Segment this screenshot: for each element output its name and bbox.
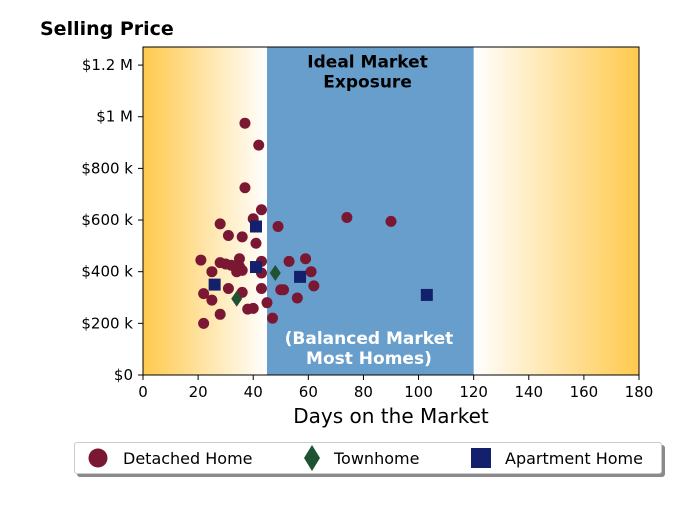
point-circle-12 <box>195 254 207 266</box>
point-circle-40 <box>198 317 210 329</box>
square-marker-icon <box>471 448 491 468</box>
y-tick-label-6: $1.2 M <box>82 56 133 74</box>
point-circle-24 <box>300 253 312 265</box>
y-tick-label-1: $200 k <box>81 314 133 332</box>
x-tick-label-6: 120 <box>459 383 488 401</box>
point-circle-11 <box>385 215 397 227</box>
annotation-0-line-1: Exposure <box>323 73 412 93</box>
point-circle-27 <box>206 294 218 306</box>
point-circle-8 <box>222 230 234 242</box>
x-tick-label-2: 40 <box>244 383 263 401</box>
x-axis-label: Days on the Market <box>293 404 489 428</box>
legend-item-apartment: Apartment Home <box>471 443 643 473</box>
point-square-2 <box>208 278 221 291</box>
point-circle-20 <box>206 266 218 278</box>
x-tick-label-0: 0 <box>138 383 148 401</box>
y-tick-label-3: $600 k <box>81 211 133 229</box>
circle-marker-icon <box>88 448 108 468</box>
point-circle-34 <box>308 280 320 292</box>
point-circle-39 <box>267 312 279 324</box>
legend-item-detached: Detached Home <box>87 443 253 473</box>
point-circle-25 <box>305 266 317 278</box>
point-diamond-1 <box>269 264 281 281</box>
x-axis: 0 20 40 60 80 100 120 140 160 180 <box>138 375 653 401</box>
y-axis: $0 $200 k $400 k $600 k $800 k $1 M $1.2 M <box>81 56 143 384</box>
legend-label-apartment: Apartment Home <box>505 448 643 468</box>
x-tick-label-4: 80 <box>354 383 373 401</box>
point-circle-6 <box>272 220 284 232</box>
point-circle-32 <box>278 284 290 296</box>
point-circle-7 <box>236 231 248 243</box>
point-circle-4 <box>214 218 226 230</box>
point-circle-9 <box>250 237 262 249</box>
x-tick-label-7: 140 <box>514 383 543 401</box>
x-tick-label-3: 60 <box>299 383 318 401</box>
diamond-marker-icon <box>304 445 320 471</box>
point-diamond-0 <box>231 290 243 307</box>
point-circle-10 <box>341 211 353 223</box>
legend-label-detached: Detached Home <box>123 448 253 468</box>
plot-background <box>143 47 639 375</box>
point-square-4 <box>420 288 433 301</box>
ideal-band <box>267 47 474 375</box>
point-square-3 <box>294 270 307 283</box>
point-circle-28 <box>222 282 234 294</box>
point-circle-3 <box>255 204 267 216</box>
point-circle-26 <box>198 288 210 300</box>
point-circle-0 <box>239 117 251 129</box>
point-circle-35 <box>261 297 273 309</box>
point-square-1 <box>249 261 262 274</box>
legend: Detached Home Townhome Apartment Home <box>74 442 662 474</box>
x-tick-label-5: 100 <box>404 383 433 401</box>
point-circle-30 <box>255 282 267 294</box>
point-circle-37 <box>247 302 259 314</box>
point-circle-2 <box>239 182 251 194</box>
y-tick-label-5: $1 M <box>96 108 133 126</box>
y-tick-label-0: $0 <box>114 366 133 384</box>
point-circle-19 <box>231 266 243 278</box>
plot-frame <box>142 46 640 376</box>
x-tick-label-8: 160 <box>570 383 599 401</box>
point-square-0 <box>249 220 262 233</box>
x-tick-label-1: 20 <box>189 383 208 401</box>
x-tick-label-9: 180 <box>625 383 654 401</box>
point-circle-23 <box>283 255 295 267</box>
point-circle-33 <box>291 292 303 304</box>
annotation-1-line-0: (Balanced Market <box>285 329 454 349</box>
chart-title: Selling Price <box>40 18 174 40</box>
gradient-right <box>473 47 639 375</box>
point-circle-38 <box>214 308 226 320</box>
annotation-0-line-0: Ideal Market <box>307 53 428 73</box>
y-tick-label-4: $800 k <box>81 159 133 177</box>
legend-label-townhome: Townhome <box>334 448 420 468</box>
point-circle-1 <box>253 139 265 151</box>
annotation-1-line-1: Most Homes) <box>306 349 432 369</box>
legend-item-townhome: Townhome <box>304 443 419 473</box>
y-tick-label-2: $400 k <box>81 263 133 281</box>
point-circle-16 <box>233 253 245 265</box>
data-points <box>195 117 433 329</box>
